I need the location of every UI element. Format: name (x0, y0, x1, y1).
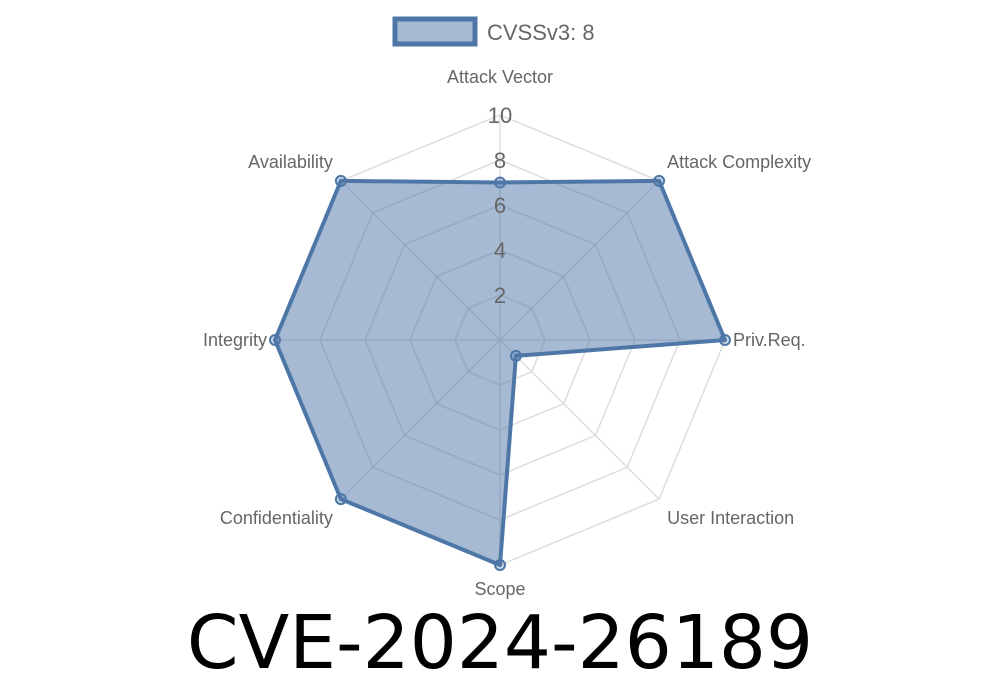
data-point (494, 559, 506, 571)
legend-swatch (392, 16, 478, 47)
axis-label: Attack Complexity (667, 152, 811, 172)
data-point (653, 174, 666, 187)
cve-title: CVE-2024-26189 (186, 600, 814, 686)
data-point (334, 174, 347, 187)
series-area (273, 178, 727, 567)
axis-label: Availability (248, 152, 333, 172)
axis-label: Scope (474, 579, 525, 599)
axis-label: Integrity (203, 330, 267, 350)
axis-label: Attack Vector (447, 67, 553, 87)
tick-label: 4 (494, 238, 506, 263)
data-point (269, 334, 281, 346)
data-point (334, 493, 347, 506)
axis-label: Priv.Req. (733, 330, 806, 350)
data-point (719, 334, 731, 346)
axis-label: User Interaction (667, 508, 794, 528)
tick-label: 6 (494, 193, 506, 218)
tick-label: 8 (494, 148, 506, 173)
legend-label: CVSSv3: 8 (487, 20, 595, 45)
data-point (494, 176, 506, 189)
axis-label: Confidentiality (220, 508, 333, 528)
grid-spoke (499, 339, 660, 500)
tick-label: 2 (494, 283, 506, 308)
data-point (509, 349, 522, 362)
tick-label: 10 (488, 103, 512, 128)
